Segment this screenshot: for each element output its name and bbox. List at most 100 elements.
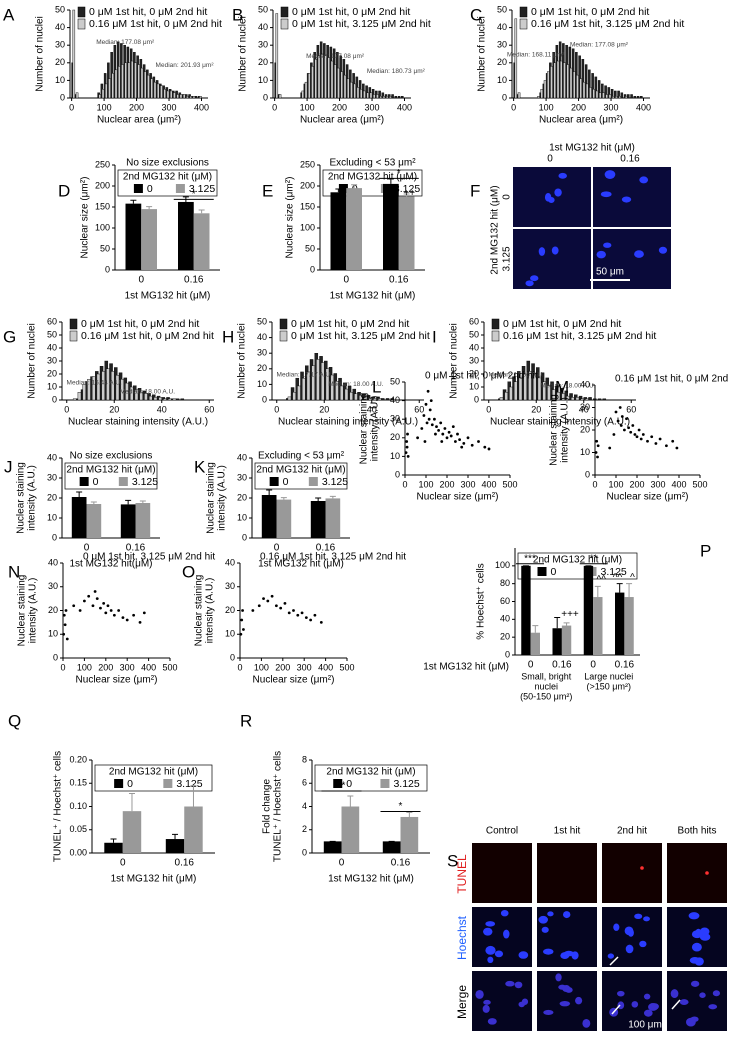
scatter-point bbox=[429, 399, 433, 402]
y-axis-label: Nuclear staining bbox=[549, 394, 560, 466]
error-bar bbox=[76, 491, 83, 497]
x-tick-label: 100 bbox=[608, 479, 623, 489]
histogram-bar bbox=[369, 92, 373, 99]
legend-swatch bbox=[280, 6, 289, 18]
histogram-bar bbox=[98, 94, 102, 99]
scatter-point bbox=[434, 432, 437, 436]
legend-swatch bbox=[338, 184, 348, 193]
x-tick-label: 200 bbox=[275, 662, 290, 672]
histogram-bar bbox=[385, 398, 390, 401]
y-tick-label: 50 bbox=[100, 243, 110, 253]
histogram-bar bbox=[343, 74, 347, 99]
legend-swatch bbox=[519, 18, 528, 30]
x-tick-label: 300 bbox=[297, 662, 312, 672]
histogram-bar bbox=[630, 94, 633, 99]
histogram-bar bbox=[575, 397, 580, 401]
legend-swatch bbox=[163, 779, 173, 788]
histogram-bar bbox=[618, 96, 621, 99]
legend-swatch bbox=[333, 779, 343, 788]
scatter-point bbox=[433, 417, 436, 421]
significance: ++ bbox=[403, 188, 415, 199]
scatter-point bbox=[658, 437, 662, 441]
bar bbox=[276, 499, 292, 538]
histogram-bar bbox=[633, 96, 637, 99]
legend-label: 3.125 bbox=[322, 476, 348, 488]
annotation: Median: 180.73 μm² bbox=[367, 68, 426, 75]
y-tick-label: 20 bbox=[237, 492, 247, 502]
scatter-point bbox=[608, 446, 612, 450]
legend-swatch bbox=[69, 318, 78, 330]
x-tick-label: 0.16 bbox=[126, 543, 146, 554]
scatter-point bbox=[449, 434, 453, 438]
x-tick-label: 100 bbox=[77, 662, 92, 672]
histogram-bar bbox=[608, 94, 612, 99]
x-axis-label: 1st MG132 hit (μM) bbox=[423, 662, 509, 673]
scatter-point bbox=[313, 613, 317, 617]
nucleus bbox=[596, 250, 606, 259]
histogram-bar bbox=[127, 62, 131, 99]
bar bbox=[346, 188, 362, 270]
legend-label: 0 μM 1st hit, 3.125 μM 2nd hit bbox=[292, 18, 431, 30]
histogram-bar bbox=[301, 90, 305, 99]
x-tick-label: 0 bbox=[84, 543, 90, 554]
scatter-point bbox=[443, 427, 447, 430]
histogram-bar bbox=[150, 78, 153, 99]
bar bbox=[122, 811, 142, 853]
scatter-point bbox=[406, 432, 409, 436]
y-axis-label: Nuclear staining bbox=[16, 462, 27, 534]
y-tick-label: 40 bbox=[257, 332, 267, 342]
x-tick-label: 0.16 bbox=[615, 660, 635, 671]
column-label: 0.16 bbox=[620, 154, 640, 165]
arrow bbox=[671, 999, 681, 1010]
nucleus bbox=[625, 944, 634, 954]
x-tick-label: 0 bbox=[274, 404, 279, 414]
scatter-point bbox=[121, 616, 125, 620]
y-tick-label: 40 bbox=[258, 22, 268, 32]
scatter-point bbox=[460, 445, 464, 449]
histogram-bar bbox=[314, 59, 318, 99]
scatter-point bbox=[595, 439, 599, 443]
x-tick-label: 300 bbox=[162, 102, 177, 112]
scatter-point bbox=[72, 604, 76, 608]
x-axis-label: Nuclear size (μm²) bbox=[417, 492, 499, 503]
panel-letter: A bbox=[3, 5, 15, 24]
scatter-point bbox=[99, 606, 102, 610]
scatter-point bbox=[102, 601, 106, 605]
scatter-point bbox=[63, 623, 67, 627]
x-tick-label: 200 bbox=[439, 479, 454, 489]
histogram-bar bbox=[335, 381, 339, 401]
nucleus bbox=[708, 1004, 718, 1010]
x-axis-label: Nuclear staining intensity (A.U.) bbox=[278, 417, 418, 428]
y-axis-label: Nuclear staining bbox=[206, 462, 217, 534]
legend-label: 0 bbox=[346, 778, 352, 790]
y-tick-label: 30 bbox=[48, 581, 58, 591]
y-axis-label: Nuclear staining bbox=[359, 393, 370, 465]
bar bbox=[561, 625, 572, 655]
scatter-point bbox=[106, 604, 110, 608]
nucleus bbox=[543, 948, 554, 955]
scatter-point bbox=[671, 439, 675, 443]
column-label: Both hits bbox=[678, 826, 717, 837]
scatter-point bbox=[454, 440, 457, 443]
histogram-bar bbox=[377, 398, 382, 401]
x-tick-label: 40 bbox=[157, 404, 167, 414]
histogram-bar bbox=[192, 96, 196, 99]
x-tick-label: 300 bbox=[120, 662, 135, 672]
histogram-bar bbox=[569, 67, 573, 99]
y-tick-label: 0 bbox=[52, 394, 57, 404]
histogram-bar bbox=[186, 96, 189, 99]
y-tick-label: 50 bbox=[497, 4, 507, 14]
histogram-bar bbox=[124, 62, 128, 99]
legend-label: 0 bbox=[147, 183, 153, 195]
y-tick-label: 20 bbox=[500, 632, 510, 642]
micrograph bbox=[667, 843, 727, 903]
x-tick-label: 400 bbox=[636, 102, 651, 112]
y-tick-label: 0 bbox=[505, 649, 510, 659]
error-bar bbox=[125, 499, 132, 505]
legend-title: 2nd MG132 hit (μM) bbox=[256, 465, 345, 476]
scatter-point bbox=[423, 440, 427, 443]
x-tick-label: 400 bbox=[141, 662, 156, 672]
x-tick-label: 20 bbox=[531, 404, 541, 414]
y-axis-label: TUNEL⁺ / Hoechst⁺ cells bbox=[53, 751, 64, 862]
y-tick-label: 30 bbox=[237, 472, 247, 482]
